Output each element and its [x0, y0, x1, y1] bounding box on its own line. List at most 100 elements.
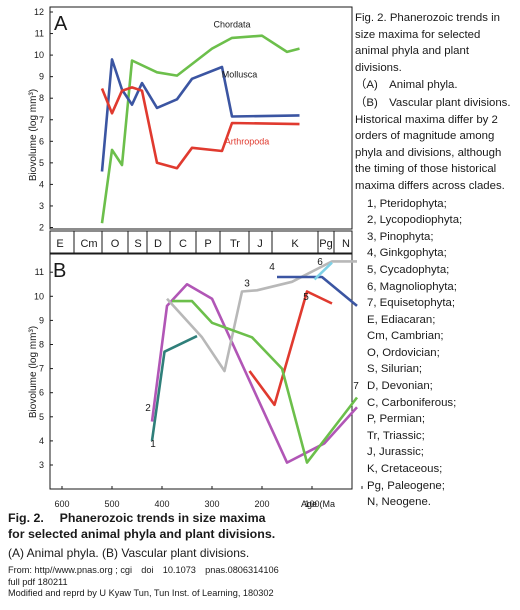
legend-item: P, Permian;	[367, 413, 426, 426]
y-tick-label: 3	[39, 460, 44, 470]
legend-item: 1, Pteridophyta;	[367, 197, 447, 210]
series-line-chordata	[100, 34, 300, 224]
series-label-mollusca: Mollusca	[222, 69, 258, 79]
era-label: N	[342, 238, 350, 250]
y-tick-label: 8	[39, 340, 44, 350]
era-label: Tr	[230, 238, 240, 250]
series-line-2	[150, 282, 358, 464]
era-label: P	[204, 238, 211, 250]
caption-title: Fig. 2. Phanerozoic trends in size maxim…	[355, 12, 500, 74]
era-band	[49, 230, 353, 254]
x-tick-label: 400	[154, 499, 169, 509]
series-label-1: 1	[150, 439, 156, 450]
x-tick-label: 100	[304, 499, 319, 509]
era-labels: E Cm O S D C P Tr J K Pg N	[56, 231, 350, 253]
bottom-subtitle: (A) Animal phyla. (B) Vascular plant div…	[8, 546, 250, 560]
series-label-6: 6	[317, 257, 323, 268]
series-label-7: 7	[353, 381, 359, 392]
series-label-arthropoda: Arthropoda	[225, 136, 270, 146]
y-tick-label: 6	[39, 388, 44, 398]
era-label: O	[111, 238, 120, 250]
series-line-arthropoda	[100, 86, 300, 170]
y-tick-label: 9	[39, 72, 44, 82]
caption-a: （A) Animal phyla.	[355, 79, 458, 92]
panel-b-series: 1 2 3 4 5 6 7	[145, 257, 359, 464]
y-tick-label: 4	[39, 436, 44, 446]
panel-b-y-axis-label: Biovolume (log mm³)	[28, 326, 39, 418]
legend-item: 4, Ginkgophyta;	[367, 247, 447, 260]
panel-a-series: Chordata Mollusca Arthropoda	[100, 20, 300, 224]
y-tick-label: 5	[39, 158, 44, 168]
era-label: D	[154, 238, 162, 250]
y-tick-label: 8	[39, 93, 44, 103]
legend-item: D, Devonian;	[367, 380, 433, 393]
y-tick-label: 9	[39, 315, 44, 325]
era-label: Cm	[80, 238, 97, 250]
source-line3: Modified and reprd by U Kyaw Tun, Tun In…	[8, 588, 274, 598]
y-tick-label: 7	[39, 364, 44, 374]
panel-b-y-ticks: 3 4 5 6 7 8 9 10 11	[34, 267, 53, 470]
panel-a-y-axis-label: Biovolume (log mm³)	[28, 89, 39, 181]
legend-item: N, Neogene.	[367, 496, 431, 509]
panel-a-label: A	[54, 13, 68, 35]
legend-panel: Fig. 2. Phanerozoic trends in size maxim…	[355, 10, 517, 511]
legend-item: C, Carboniferous;	[367, 396, 457, 409]
era-label: K	[291, 238, 299, 250]
series-label-2: 2	[145, 403, 151, 414]
y-tick-label: 11	[35, 267, 44, 277]
y-tick-label: 6	[39, 136, 44, 146]
era-label: C	[179, 238, 187, 250]
legend-item: Tr, Triassic;	[367, 429, 425, 442]
legend-item: S, Silurian;	[367, 363, 423, 376]
x-tick-label: 300	[204, 499, 219, 509]
panel-a-y-ticks: 2 3 4 5 6 7 8 9 10 11 12	[34, 7, 53, 233]
y-tick-label: 2	[39, 223, 44, 233]
y-tick-label: 5	[39, 412, 44, 422]
bottom-subcaption: (A) Animal phyla. (B) Vascular plant div…	[8, 546, 353, 600]
legend-item: 3, Pinophyta;	[367, 230, 434, 243]
series-line-4	[277, 275, 358, 307]
legend-item: 5, Cycadophyta;	[367, 263, 450, 276]
panel-b-label: B	[53, 260, 66, 282]
panel-b-x-ticks: 600 500 400 300 200 100	[54, 486, 363, 509]
legend-item: 2, Lycopodiophyta;	[367, 214, 463, 227]
legend-items: 1, Pteridophyta; 2, Lycopodiophyta; 3, Pin…	[355, 196, 517, 511]
series-line-5	[248, 290, 333, 407]
source-line2: full pdf 180211	[8, 576, 68, 587]
era-label: Pg	[319, 238, 332, 250]
y-tick-label: 4	[39, 179, 44, 189]
series-line-7	[172, 299, 359, 464]
panel-a-frame	[49, 6, 353, 230]
y-tick-label: 12	[34, 7, 44, 17]
legend-item: K, Cretaceous;	[367, 463, 443, 476]
legend-item: O, Ordovician;	[367, 346, 440, 359]
era-label: J	[257, 238, 263, 250]
source-line1: From: http//www.pnas.org ; cgi doi 10.10…	[8, 565, 279, 575]
x-tick-label: 600	[54, 499, 69, 509]
legend-item: 7, Equisetophyta;	[367, 297, 456, 310]
panel-b-frame	[49, 253, 353, 490]
era-label: E	[56, 238, 63, 250]
series-label-chordata: Chordata	[213, 20, 250, 30]
y-tick-label: 10	[34, 50, 44, 60]
series-label-5: 5	[303, 292, 309, 303]
series-line-6	[313, 261, 333, 281]
y-tick-label: 7	[39, 115, 44, 125]
bottom-caption: Fig. 2. Phanerozoic trends in size maxim…	[8, 510, 353, 542]
series-label-4: 4	[269, 262, 275, 273]
legend-item: Pg, Paleogene;	[367, 479, 445, 492]
era-label: S	[134, 238, 141, 250]
legend-item: E, Ediacaran;	[367, 313, 436, 326]
bottom-title-line2: for selected animal phyla and plant divi…	[8, 527, 276, 541]
legend-item: 6, Magnoliophyta;	[367, 280, 457, 293]
series-line-1	[150, 334, 198, 442]
series-line-mollusca	[100, 58, 300, 172]
series-line-3	[166, 260, 357, 373]
y-tick-label: 11	[35, 29, 44, 39]
y-tick-label: 10	[34, 291, 44, 301]
x-tick-label: 500	[104, 499, 119, 509]
legend-item: Cm, Cambrian;	[367, 330, 444, 343]
x-tick-label: 200	[254, 499, 269, 509]
series-label-3: 3	[244, 279, 250, 290]
